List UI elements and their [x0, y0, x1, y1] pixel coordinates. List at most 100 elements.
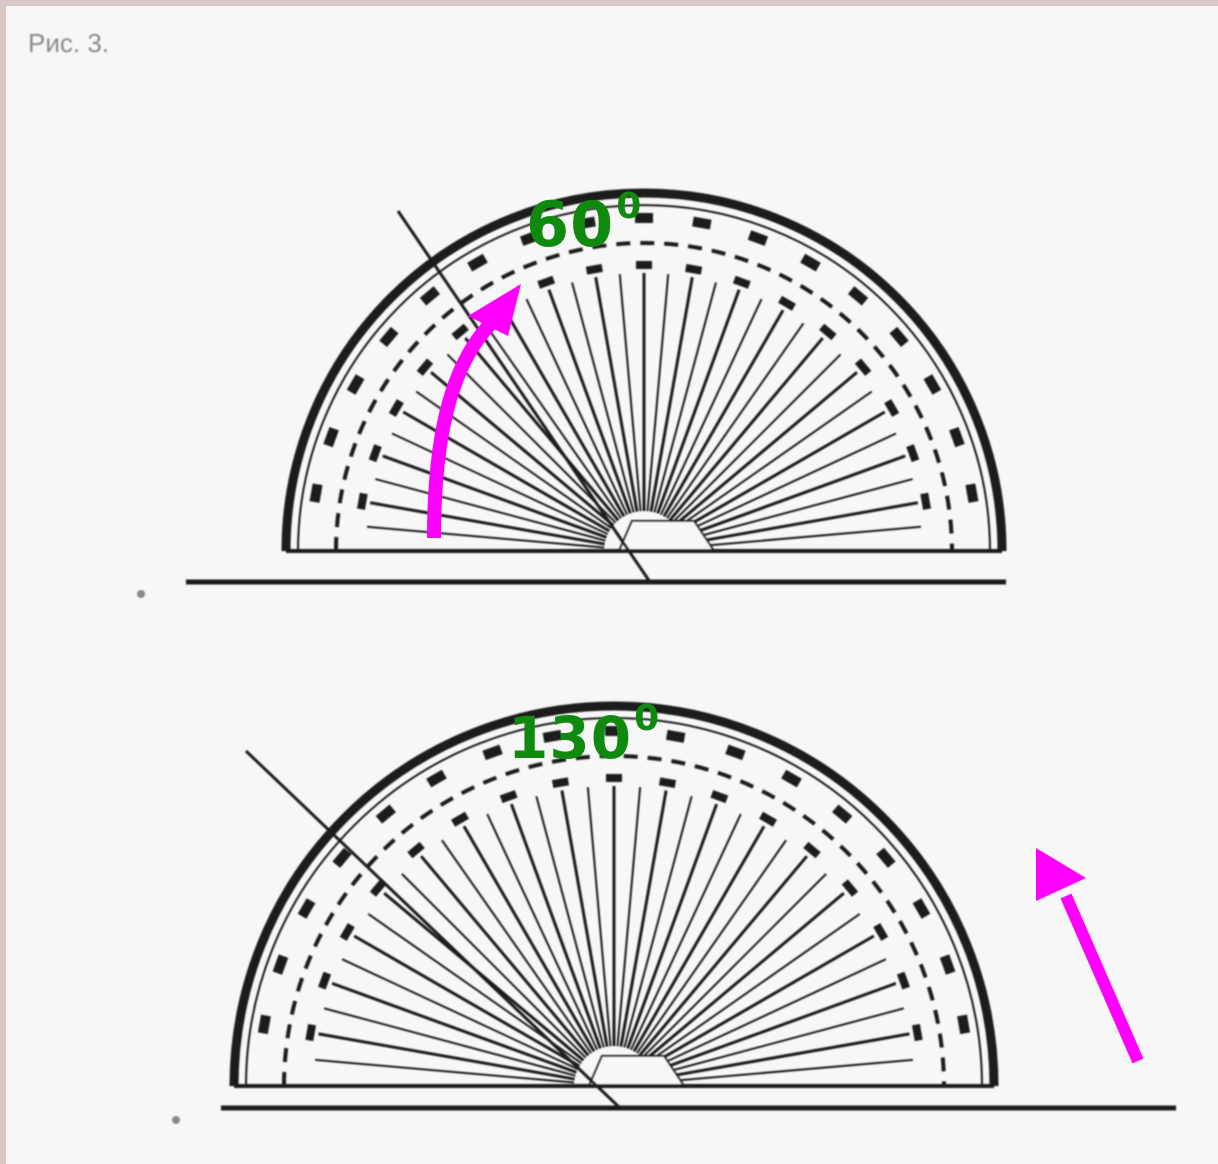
protractor-ray — [683, 525, 922, 549]
scale-mark-inner — [451, 323, 469, 341]
protractor-ray — [547, 289, 632, 514]
protractor-ray — [535, 795, 605, 1048]
scale-mark-inner — [636, 261, 652, 269]
protractor-ray — [366, 525, 605, 549]
protractor-scale-arc — [297, 204, 991, 552]
scale-mark-inner — [585, 264, 603, 275]
protractor-ray — [626, 803, 719, 1049]
angle-side-ray — [244, 749, 622, 1110]
protractor-ray — [682, 478, 913, 542]
protractor-ray — [430, 371, 615, 527]
protractor-ray — [646, 913, 861, 1064]
protractor-ray — [464, 337, 620, 522]
protractor-ray — [382, 454, 607, 539]
vertex-marker — [172, 1116, 180, 1124]
scale-mark-outer — [519, 230, 541, 246]
protractor-ray — [594, 276, 639, 512]
protractor-ray — [446, 353, 617, 524]
protractor-ray — [636, 839, 787, 1054]
protractor-ray — [509, 803, 602, 1049]
protractor-top — [137, 188, 1007, 598]
scale-mark-inner — [911, 1023, 923, 1042]
scale-mark-outer — [332, 847, 352, 868]
scale-mark-outer — [965, 483, 979, 503]
scale-mark-outer — [426, 769, 447, 788]
scale-mark-inner — [884, 399, 900, 417]
scale-mark-outer — [576, 216, 596, 230]
protractor-ray — [629, 813, 742, 1051]
scale-mark-inner — [318, 971, 332, 990]
protractor-ray — [375, 478, 606, 542]
scale-mark-inner — [551, 777, 570, 789]
protractor-ray — [671, 353, 842, 524]
scale-mark-outer — [323, 426, 339, 448]
vertex-marker — [137, 590, 145, 598]
protractor-ray — [420, 855, 590, 1057]
protractor-outer-arc — [281, 188, 1007, 552]
scale-mark-inner — [906, 444, 920, 463]
protractor-ray — [391, 432, 609, 536]
scale-mark-inner — [896, 971, 910, 990]
scale-mark-inner — [819, 323, 837, 341]
scale-mark-outer — [781, 769, 802, 788]
protractor-ray — [652, 1007, 905, 1077]
arrow-top — [427, 284, 521, 539]
scale-mark-inner — [658, 777, 677, 789]
scale-mark-outer — [912, 898, 931, 919]
scale-mark-outer — [847, 286, 869, 306]
scale-mark-inner — [537, 275, 556, 289]
scale-mark-outer — [419, 286, 441, 306]
protractor-ray — [666, 322, 805, 519]
protractor-ray — [651, 981, 897, 1074]
scale-mark-outer — [635, 213, 653, 223]
protractor-ray — [619, 790, 668, 1047]
scale-mark-inner — [759, 811, 777, 827]
protractor-diagram — [137, 188, 1176, 1124]
angle-label-bottom: 1300 — [508, 698, 660, 772]
protractor-ray — [618, 273, 642, 512]
scale-mark-outer — [800, 253, 821, 272]
protractor-ray — [668, 337, 824, 522]
scale-mark-outer — [949, 426, 965, 448]
scale-mark-inner — [841, 879, 859, 897]
protractor-ray — [662, 309, 785, 518]
scale-mark-outer — [923, 374, 942, 395]
scale-mark-inner — [407, 841, 425, 859]
scale-mark-inner — [499, 790, 518, 804]
protractor-ray — [341, 958, 579, 1071]
protractor-ray — [369, 501, 605, 546]
protractor-ray — [315, 1058, 575, 1084]
protractor-ray — [486, 813, 599, 1051]
protractor-ray — [673, 371, 858, 527]
protractor-ray — [681, 454, 906, 539]
angle-value-bottom: 130 — [508, 704, 633, 772]
scale-mark-outer — [725, 744, 746, 761]
scale-mark-inner — [305, 1023, 317, 1042]
scale-mark-outer — [297, 898, 316, 919]
scale-mark-outer — [309, 483, 323, 503]
protractor-ray — [525, 298, 629, 516]
degree-mark-bottom: 0 — [634, 698, 661, 739]
scale-mark-outer — [375, 804, 396, 824]
degree-mark-top: 0 — [616, 186, 643, 227]
protractor-ray — [653, 1032, 910, 1081]
scale-mark-outer — [272, 954, 289, 975]
scale-mark-outer — [379, 326, 399, 348]
angle-side-ray — [396, 210, 652, 583]
protractor-ray — [679, 432, 897, 536]
scale-mark-outer — [957, 1014, 971, 1035]
scale-mark-inner — [685, 264, 703, 275]
protractor-ray — [643, 892, 845, 1062]
protractor-ray — [560, 790, 609, 1047]
protractor-ray — [659, 298, 763, 516]
scale-mark-outer — [692, 216, 712, 230]
scale-mark-inner — [368, 444, 382, 463]
protractor-ray — [653, 1058, 913, 1084]
scale-mark-outer — [889, 326, 909, 348]
scale-mark-outer — [747, 230, 769, 246]
scale-mark-inner — [803, 841, 821, 859]
scale-mark-inner — [357, 492, 368, 510]
protractor-ray — [641, 873, 827, 1059]
scale-mark-inner — [416, 358, 434, 376]
scale-mark-outer — [467, 253, 488, 272]
